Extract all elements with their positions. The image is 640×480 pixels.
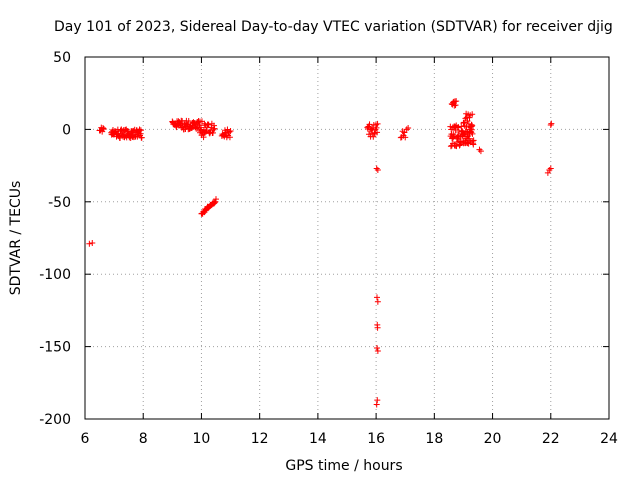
- data-point: [373, 294, 380, 301]
- data-point: [226, 134, 233, 141]
- data-point: [464, 118, 471, 125]
- data-point: [460, 119, 467, 126]
- x-tick-label: 6: [81, 431, 90, 447]
- data-point: [547, 165, 554, 172]
- y-tick-label: 0: [62, 122, 71, 138]
- data-point: [210, 126, 217, 133]
- grid-lines: [85, 57, 609, 419]
- data-point: [469, 130, 476, 137]
- data-point: [209, 129, 216, 136]
- x-axis-tick-labels: 6 8 10 12 14 16 18 20 22 24: [81, 431, 618, 447]
- data-point: [136, 126, 143, 133]
- y-tick-label: 50: [53, 50, 71, 66]
- data-point: [476, 146, 483, 153]
- data-point: [374, 324, 381, 331]
- data-point: [212, 198, 219, 205]
- data-point: [402, 134, 409, 141]
- data-point: [548, 120, 555, 127]
- x-tick-label: 8: [139, 431, 148, 447]
- data-point: [138, 134, 145, 141]
- x-tick-label: 22: [542, 431, 560, 447]
- y-axis-tick-labels: 50 0 -50 -100 -150 -200: [39, 50, 71, 428]
- x-tick-label: 16: [367, 431, 385, 447]
- data-point: [373, 124, 380, 131]
- data-point: [100, 126, 107, 133]
- data-point: [374, 298, 381, 305]
- data-point: [451, 102, 458, 109]
- data-point: [185, 118, 192, 125]
- data-point: [211, 199, 218, 206]
- y-tick-label: -100: [39, 267, 71, 283]
- data-point: [374, 397, 381, 404]
- data-point: [374, 166, 381, 173]
- data-point: [461, 122, 468, 129]
- data-point: [544, 169, 551, 176]
- data-point: [403, 126, 410, 133]
- data-point: [227, 127, 234, 134]
- data-point: [452, 102, 459, 109]
- data-point: [469, 122, 476, 129]
- y-tick-label: -50: [48, 195, 71, 211]
- x-tick-label: 18: [425, 431, 443, 447]
- data-point: [468, 121, 475, 128]
- data-point: [373, 165, 380, 172]
- data-point: [405, 124, 412, 131]
- data-point: [477, 148, 484, 155]
- data-point: [213, 196, 219, 203]
- data-point: [100, 124, 107, 131]
- data-point: [202, 207, 209, 214]
- data-point: [374, 120, 381, 127]
- data-point: [211, 125, 218, 132]
- data-point: [117, 134, 124, 141]
- data-point: [86, 240, 93, 247]
- data-point: [205, 121, 212, 128]
- data-points: [86, 98, 555, 408]
- data-point: [200, 134, 207, 141]
- data-point: [401, 129, 408, 136]
- axis-ticks: [84, 56, 610, 420]
- data-point: [374, 347, 381, 354]
- data-point: [374, 129, 381, 136]
- data-point: [366, 121, 373, 128]
- data-point: [547, 122, 554, 129]
- x-tick-label: 10: [193, 431, 211, 447]
- x-tick-label: 20: [484, 431, 502, 447]
- data-point: [461, 119, 468, 126]
- x-tick-label: 24: [600, 431, 618, 447]
- data-point: [453, 98, 460, 105]
- y-axis-label: SDTVAR / TECUs: [8, 181, 24, 296]
- x-tick-label: 14: [309, 431, 327, 447]
- data-point: [470, 137, 477, 144]
- data-point: [202, 128, 209, 135]
- data-point: [373, 345, 380, 352]
- data-point: [454, 124, 461, 131]
- data-point: [137, 127, 144, 134]
- chart-title: Day 101 of 2023, Sidereal Day-to-day VTE…: [54, 19, 613, 35]
- x-axis-label: GPS time / hours: [285, 458, 402, 474]
- data-point: [226, 128, 233, 135]
- data-point: [546, 166, 553, 173]
- data-point: [469, 111, 476, 118]
- data-point: [89, 239, 96, 246]
- data-point: [373, 401, 380, 408]
- x-tick-label: 12: [251, 431, 269, 447]
- plot-frame: [84, 56, 610, 420]
- data-point: [453, 143, 460, 150]
- y-tick-label: -150: [39, 340, 71, 356]
- data-point: [211, 122, 218, 129]
- y-tick-label: -200: [39, 412, 71, 428]
